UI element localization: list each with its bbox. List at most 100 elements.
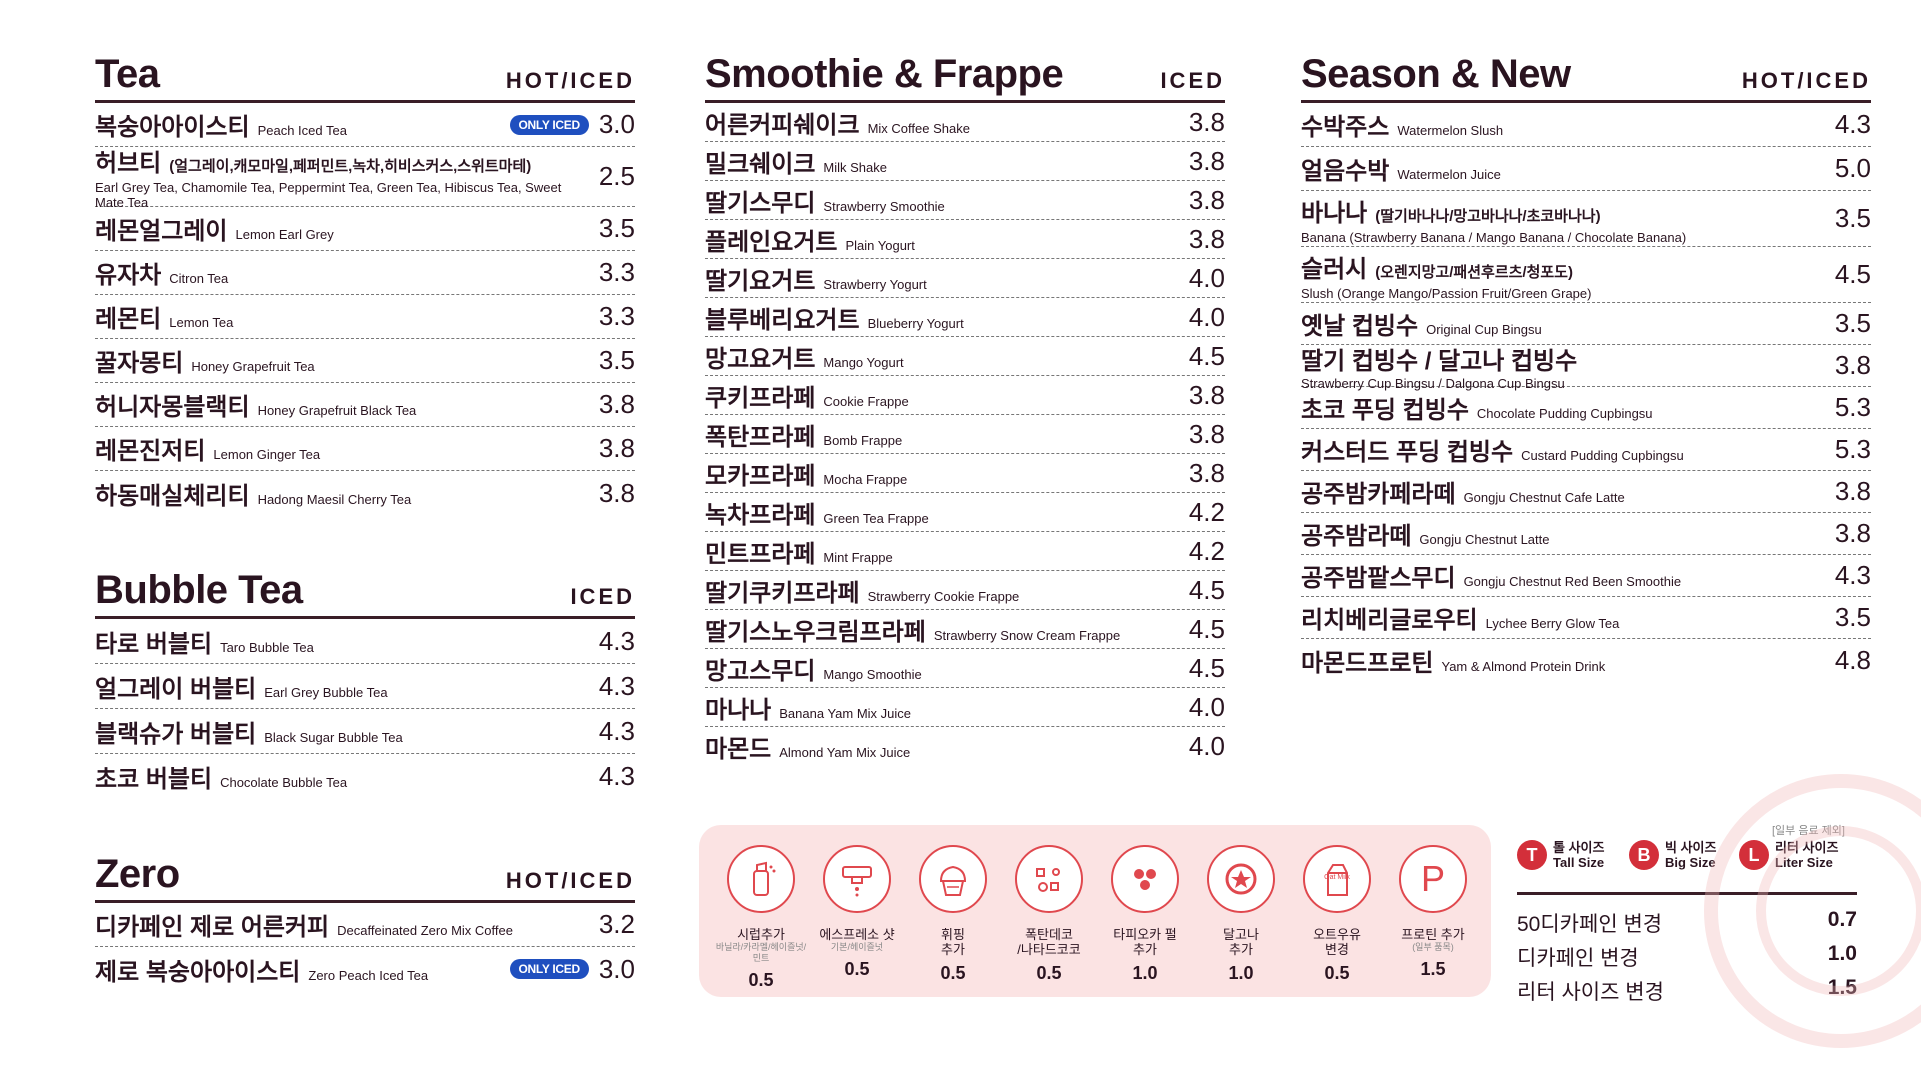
menu-item[interactable]: 레몬진저티 Lemon Ginger Tea 3.8	[95, 427, 635, 471]
option-change-row[interactable]: 50디카페인 변경 0.7	[1517, 908, 1857, 938]
menu-item[interactable]: 리치베리글로우티 Lychee Berry Glow Tea 3.5	[1301, 597, 1871, 639]
item-name-ko: 폭탄프라페	[705, 423, 816, 451]
menu-item[interactable]: 블루베리요거트 Blueberry Yogurt 4.0	[705, 298, 1225, 337]
item-name-en: Earl Grey Tea, Chamomile Tea, Peppermint…	[95, 180, 562, 210]
menu-item[interactable]: 쿠키프라페 Cookie Frappe 3.8	[705, 376, 1225, 415]
menu-item[interactable]: 슬러시 (오렌지망고/패션후르츠/청포도) Slush (Orange Mango/…	[1301, 247, 1871, 303]
menu-item[interactable]: 민트프라페 Mint Frappe 4.2	[705, 532, 1225, 571]
menu-item[interactable]: 바나나 (딸기바나나/망고바나나/초코바나나) Banana (Strawberry…	[1301, 191, 1871, 247]
addon-whipping[interactable]: 휘핑 추가 0.5	[905, 845, 1001, 984]
addon-tapioca[interactable]: 타피오카 펄 추가 1.0	[1097, 845, 1193, 984]
addon-detail: 기본/헤이즐넛	[830, 942, 884, 952]
menu-item[interactable]: 디카페인 제로 어른커피 Decaffeinated Zero Mix Coffe…	[95, 903, 635, 947]
addon-oat-milk[interactable]: Oat Milk 오트우유 변경 0.5	[1289, 845, 1385, 984]
item-name-ko: 마몬드	[705, 736, 772, 763]
menu-item[interactable]: 마몬드프로틴 Yam & Almond Protein Drink 4.8	[1301, 639, 1871, 681]
menu-item[interactable]: 초코 푸딩 컵빙수 Chocolate Pudding Cupbingsu 5.3	[1301, 387, 1871, 429]
item-price: 4.5	[1188, 574, 1225, 605]
menu-item[interactable]: 플레인요거트 Plain Yogurt 3.8	[705, 220, 1225, 259]
addon-bomb-deco[interactable]: 폭탄데코 /나타드코코 0.5	[1001, 845, 1097, 984]
item-name-en: Blueberry Yogurt	[867, 315, 964, 331]
addon-panel: 시럽추가 바닐라/카라멜/헤이즐넛/민트 0.5 에스프레소 샷 기본/헤이즐넛…	[699, 825, 1491, 997]
size-divider	[1517, 892, 1857, 895]
menu-item[interactable]: 얼그레이 버블티 Earl Grey Bubble Tea 4.3	[95, 664, 635, 709]
menu-item[interactable]: 마몬드 Almond Yam Mix Juice 4.0	[705, 727, 1225, 766]
item-name-ko: 딸기쿠키프라페	[705, 579, 860, 607]
menu-item[interactable]: 녹차프라페 Green Tea Frappe 4.2	[705, 493, 1225, 532]
menu-item[interactable]: 복숭아아이스티 Peach Iced Tea ONLY ICED 3.0	[95, 103, 635, 147]
menu-item[interactable]: 옛날 컵빙수 Original Cup Bingsu 3.5	[1301, 303, 1871, 345]
menu-item[interactable]: 딸기스무디 Strawberry Smoothie 3.8	[705, 181, 1225, 220]
menu-item[interactable]: 허니자몽블랙티 Honey Grapefruit Black Tea 3.8	[95, 383, 635, 427]
item-name-ko: 레몬진저티	[95, 438, 206, 465]
addon-espresso[interactable]: 에스프레소 샷 기본/헤이즐넛 0.5	[809, 845, 905, 980]
size-tall: T 톨 사이즈 Tall Size	[1517, 840, 1604, 870]
item-name-ko: 쿠키프라페	[705, 384, 816, 412]
option-change-price: 1.0	[1827, 942, 1857, 965]
addon-name: 에스프레소 샷	[819, 927, 895, 942]
addon-dalgona[interactable]: 달고나 추가 1.0	[1193, 845, 1289, 984]
item-name-en: Black Sugar Bubble Tea	[264, 729, 403, 745]
item-name-ko: 민트프라페	[705, 540, 816, 568]
addon-protein[interactable]: P 프로틴 추가 (일부 품목) 1.5	[1385, 845, 1481, 980]
addon-name: 시럽추가	[737, 927, 785, 942]
option-change-row[interactable]: 리터 사이즈 변경 1.5	[1517, 976, 1857, 1006]
item-options-ko: (얼그레이,캐모마일,페퍼민트,녹차,히비스커스,스위트마테)	[169, 158, 532, 175]
menu-item[interactable]: 밀크쉐이크 Milk Shake 3.8	[705, 142, 1225, 181]
menu-item[interactable]: 마나나 Banana Yam Mix Juice 4.0	[705, 688, 1225, 727]
item-price: 4.8	[1834, 644, 1871, 675]
menu-item[interactable]: 유자차 Citron Tea 3.3	[95, 251, 635, 295]
item-price: 5.3	[1834, 392, 1871, 422]
menu-item[interactable]: 딸기 컵빙수 / 달고나 컵빙수 Strawberry Cup Bingsu / …	[1301, 345, 1871, 391]
addon-price: 1.0	[1132, 963, 1158, 983]
menu-item[interactable]: 딸기요거트 Strawberry Yogurt 4.0	[705, 259, 1225, 298]
menu-item[interactable]: 수박주스 Watermelon Slush 4.3	[1301, 103, 1871, 147]
item-price: 3.8	[1834, 350, 1871, 380]
menu-item[interactable]: 꿀자몽티 Honey Grapefruit Tea 3.5	[95, 339, 635, 383]
menu-item[interactable]: 블랙슈가 버블티 Black Sugar Bubble Tea 4.3	[95, 709, 635, 754]
menu-item[interactable]: 초코 버블티 Chocolate Bubble Tea 4.3	[95, 754, 635, 799]
menu-item[interactable]: 레몬얼그레이 Lemon Earl Grey 3.5	[95, 207, 635, 251]
item-name-ko: 옛날 컵빙수	[1301, 313, 1419, 340]
menu-item[interactable]: 모카프라페 Mocha Frappe 3.8	[705, 454, 1225, 493]
menu-item[interactable]: 제로 복숭아아이스티 Zero Peach Iced Tea ONLY ICED 3.…	[95, 947, 635, 991]
item-name-en: Cookie Frappe	[823, 393, 909, 409]
item-price: 3.8	[1188, 223, 1225, 254]
size-letter: T	[1517, 840, 1547, 870]
menu-item[interactable]: 망고요거트 Mango Yogurt 4.5	[705, 337, 1225, 376]
smoothie-frappe-title: Smoothie & Frappe	[705, 52, 1064, 96]
item-name-ko: 수박주스	[1301, 114, 1390, 141]
item-price: 3.8	[1188, 457, 1225, 488]
item-name-ko: 딸기요거트	[705, 267, 816, 295]
item-name-ko: 녹차프라페	[705, 501, 816, 529]
option-change-row[interactable]: 디카페인 변경 1.0	[1517, 942, 1857, 972]
item-price: 5.0	[1834, 153, 1871, 183]
item-name-en: Lemon Ginger Tea	[213, 447, 321, 462]
item-name-ko: 블랙슈가 버블티	[95, 720, 257, 748]
menu-item[interactable]: 허브티 (얼그레이,캐모마일,페퍼민트,녹차,히비스커스,스위트마테) Earl G…	[95, 147, 635, 210]
menu-item[interactable]: 딸기쿠키프라페 Strawberry Cookie Frappe 4.5	[705, 571, 1225, 610]
menu-item[interactable]: 타로 버블티 Taro Bubble Tea 4.3	[95, 619, 635, 664]
addon-syrup[interactable]: 시럽추가 바닐라/카라멜/헤이즐넛/민트 0.5	[713, 845, 809, 991]
menu-item[interactable]: 공주밤팥스무디 Gongju Chestnut Red Been Smoothie…	[1301, 555, 1871, 597]
protein-p-icon: P	[1399, 845, 1467, 913]
menu-item[interactable]: 폭탄프라페 Bomb Frappe 3.8	[705, 415, 1225, 454]
menu-item[interactable]: 레몬티 Lemon Tea 3.3	[95, 295, 635, 339]
item-price: 3.8	[1834, 476, 1871, 506]
tapioca-pearl-icon	[1111, 845, 1179, 913]
menu-item[interactable]: 커스터드 푸딩 컵빙수 Custard Pudding Cupbingsu 5.3	[1301, 429, 1871, 471]
season-new-list: 수박주스 Watermelon Slush 4.3 얼음수박 Watermelon J…	[1301, 103, 1871, 681]
menu-item[interactable]: 얼음수박 Watermelon Juice 5.0	[1301, 147, 1871, 191]
menu-item[interactable]: 딸기스노우크림프라페 Strawberry Snow Cream Frappe 4.…	[705, 610, 1225, 649]
menu-item[interactable]: 공주밤라떼 Gongju Chestnut Latte 3.8	[1301, 513, 1871, 555]
item-price: 3.8	[598, 389, 635, 419]
menu-item[interactable]: 망고스무디 Mango Smoothie 4.5	[705, 649, 1225, 688]
addon-name: 달고나 추가	[1223, 927, 1259, 957]
smoothie-frappe-list: 어른커피쉐이크 Mix Coffee Shake 3.8 밀크쉐이크 Milk Sha…	[705, 103, 1225, 766]
menu-item[interactable]: 어른커피쉐이크 Mix Coffee Shake 3.8	[705, 103, 1225, 142]
menu-item[interactable]: 공주밤카페라떼 Gongju Chestnut Cafe Latte 3.8	[1301, 471, 1871, 513]
item-name-en: Zero Peach Iced Tea	[308, 967, 429, 983]
item-name-en: Custard Pudding Cupbingsu	[1521, 448, 1684, 463]
size-letter: L	[1739, 840, 1769, 870]
menu-item[interactable]: 하동매실체리티 Hadong Maesil Cherry Tea 3.8	[95, 471, 635, 515]
